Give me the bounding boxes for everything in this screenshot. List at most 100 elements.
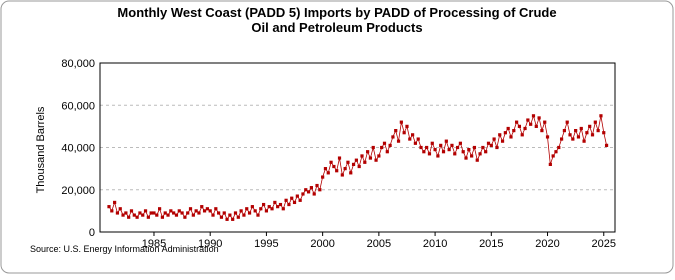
marker	[548, 162, 552, 166]
marker	[264, 209, 269, 213]
marker	[360, 154, 364, 158]
marker	[121, 213, 125, 217]
marker	[138, 211, 142, 215]
marker	[208, 209, 212, 213]
marker	[346, 160, 350, 164]
marker	[177, 209, 181, 213]
marker	[481, 145, 485, 150]
marker	[326, 171, 330, 175]
marker	[422, 150, 426, 154]
marker	[571, 137, 575, 141]
marker	[534, 124, 538, 128]
x-tick-label: 2015	[479, 238, 503, 250]
marker	[146, 215, 150, 219]
marker	[270, 207, 274, 211]
marker	[174, 213, 179, 217]
marker	[588, 124, 592, 128]
marker	[312, 192, 316, 196]
marker	[410, 133, 415, 137]
chart-title: Monthly West Coast (PADD 5) Imports by P…	[117, 5, 556, 35]
marker	[402, 131, 406, 135]
x-tick-label: 2020	[535, 238, 559, 250]
marker	[467, 148, 471, 152]
marker	[458, 141, 462, 145]
marker	[245, 207, 249, 211]
marker	[537, 116, 541, 120]
marker	[214, 207, 218, 211]
marker	[380, 145, 384, 150]
marker	[225, 217, 229, 221]
marker	[222, 211, 226, 215]
marker	[520, 133, 524, 137]
marker	[579, 126, 583, 131]
marker	[197, 211, 201, 215]
marker	[239, 209, 243, 213]
y-tick-label: 20,000	[61, 185, 95, 197]
y-tick-label: 40,000	[61, 143, 95, 155]
y-axis-label: Thousand Barrels	[35, 106, 47, 193]
marker	[256, 213, 260, 217]
marker	[281, 207, 285, 211]
x-tick-label: 2005	[367, 238, 391, 250]
marker	[135, 215, 139, 219]
marker	[262, 202, 266, 207]
marker	[118, 207, 122, 211]
marker	[157, 207, 162, 211]
marker	[141, 213, 145, 217]
marker	[585, 131, 589, 135]
marker	[351, 162, 356, 166]
marker	[526, 118, 530, 122]
marker	[152, 211, 156, 215]
marker	[155, 213, 159, 217]
marker	[391, 135, 395, 139]
marker	[453, 152, 457, 156]
x-tick-label: 1985	[142, 238, 166, 250]
marker	[509, 135, 513, 139]
marker	[455, 145, 460, 150]
marker	[444, 139, 448, 143]
marker	[441, 150, 446, 154]
marker	[596, 129, 600, 133]
y-tick-label: 0	[89, 227, 95, 239]
marker	[470, 154, 474, 158]
marker	[543, 120, 547, 124]
marker	[562, 129, 566, 133]
marker	[478, 152, 482, 156]
marker	[368, 156, 373, 160]
marker	[323, 167, 328, 171]
marker	[149, 211, 153, 215]
marker	[287, 202, 291, 207]
marker	[492, 137, 496, 141]
marker	[357, 164, 361, 169]
marker	[396, 139, 401, 143]
marker	[295, 194, 299, 198]
marker	[551, 154, 555, 158]
marker	[447, 148, 451, 152]
marker	[340, 173, 344, 177]
marker	[599, 114, 603, 118]
marker	[484, 150, 488, 154]
marker	[486, 141, 491, 145]
marker	[531, 114, 536, 118]
marker	[211, 213, 215, 217]
marker	[233, 211, 238, 215]
source: Source: U.S. Energy Information Administ…	[30, 244, 219, 254]
marker	[554, 150, 558, 154]
marker	[290, 196, 294, 200]
marker	[408, 137, 412, 141]
marker	[371, 145, 375, 150]
marker	[335, 169, 339, 173]
marker	[205, 207, 209, 211]
marker	[413, 141, 418, 145]
marker	[267, 205, 271, 209]
marker	[337, 156, 342, 160]
y-tick-label: 80,000	[61, 58, 95, 70]
marker	[228, 213, 232, 217]
marker	[374, 158, 378, 162]
marker	[143, 209, 148, 213]
x-tick-label: 2010	[423, 238, 447, 250]
marker	[529, 122, 533, 126]
marker	[309, 186, 313, 190]
frame	[0, 0, 674, 274]
marker	[113, 200, 117, 205]
